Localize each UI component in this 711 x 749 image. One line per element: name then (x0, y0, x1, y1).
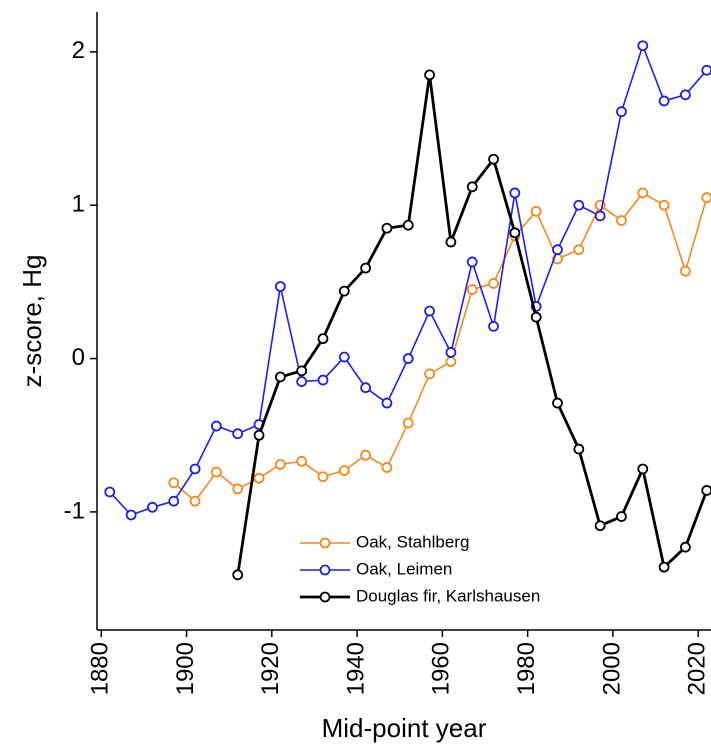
marker (594, 520, 606, 532)
legend-marker (319, 564, 331, 576)
marker (594, 210, 606, 222)
marker (509, 227, 521, 239)
marker (296, 365, 308, 377)
series-line (173, 191, 708, 503)
legend-label: Oak, Leimen (356, 559, 452, 578)
x-tick-label: 2020 (684, 642, 711, 695)
marker (381, 462, 393, 473)
marker (680, 265, 691, 277)
marker (360, 382, 372, 394)
marker (445, 347, 457, 358)
marker (488, 320, 499, 332)
x-tick-label: 1980 (513, 642, 540, 695)
series-line (109, 43, 708, 516)
marker (232, 428, 244, 440)
y-tick-label: 1 (72, 191, 85, 218)
legend-label: Oak, Stahlberg (356, 532, 469, 551)
marker (317, 374, 329, 386)
marker (381, 222, 393, 234)
marker (573, 199, 585, 211)
marker (338, 465, 350, 476)
marker (466, 256, 478, 268)
marker (189, 495, 201, 507)
marker (402, 219, 414, 231)
marker (424, 305, 435, 317)
marker (701, 64, 711, 76)
marker (701, 192, 711, 203)
marker (296, 376, 308, 387)
marker (637, 463, 649, 475)
marker (680, 541, 691, 553)
marker (232, 569, 244, 581)
marker (232, 483, 244, 495)
marker (317, 333, 329, 345)
marker (488, 153, 499, 165)
marker (338, 285, 350, 297)
marker (189, 463, 201, 475)
y-axis-label: z-score, Hg (17, 255, 47, 388)
marker (338, 351, 350, 363)
marker (317, 471, 329, 483)
marker (253, 472, 265, 484)
marker (210, 420, 222, 432)
y-tick-label: -1 (64, 497, 85, 524)
x-tick-label: 1920 (257, 642, 284, 695)
marker (104, 486, 116, 498)
marker (509, 187, 521, 199)
marker (552, 244, 563, 256)
marker (616, 106, 627, 118)
marker (445, 356, 457, 368)
marker (573, 443, 585, 455)
legend-label: Douglas fir, Karlshausen (356, 586, 540, 605)
marker (274, 371, 286, 383)
marker (253, 429, 265, 441)
marker (552, 397, 563, 409)
marker (210, 466, 222, 478)
marker (637, 40, 649, 52)
marker (168, 495, 180, 507)
x-tick-label: 1880 (87, 642, 114, 695)
marker (296, 455, 308, 467)
marker (466, 284, 478, 295)
legend-marker (319, 591, 331, 603)
legend-marker (319, 537, 331, 549)
marker (530, 311, 542, 323)
series-line (236, 74, 709, 576)
marker (445, 236, 457, 248)
marker (680, 89, 691, 101)
marker (573, 244, 585, 256)
marker (381, 397, 393, 409)
marker (402, 353, 414, 364)
marker (488, 278, 499, 289)
marker (125, 509, 137, 521)
marker (637, 187, 649, 199)
marker (424, 368, 435, 380)
x-tick-label: 1940 (342, 642, 369, 695)
x-axis-label: Mid-point year (322, 713, 487, 743)
marker (360, 262, 372, 274)
marker (616, 215, 627, 226)
x-tick-label: 1960 (428, 642, 455, 695)
marker (616, 511, 627, 522)
marker (658, 561, 670, 573)
marker (168, 477, 180, 489)
marker (658, 95, 670, 107)
marker (274, 281, 286, 292)
x-tick-label: 2000 (598, 642, 625, 695)
x-tick-label: 1900 (172, 642, 199, 695)
marker (147, 501, 158, 513)
marker (360, 449, 372, 461)
marker (424, 69, 435, 81)
marker (658, 199, 670, 211)
marker (274, 458, 286, 470)
marker (466, 181, 478, 193)
marker (701, 485, 711, 496)
y-tick-label: 2 (72, 37, 85, 64)
marker (402, 417, 414, 429)
marker (530, 205, 542, 217)
y-tick-label: 0 (72, 344, 85, 371)
